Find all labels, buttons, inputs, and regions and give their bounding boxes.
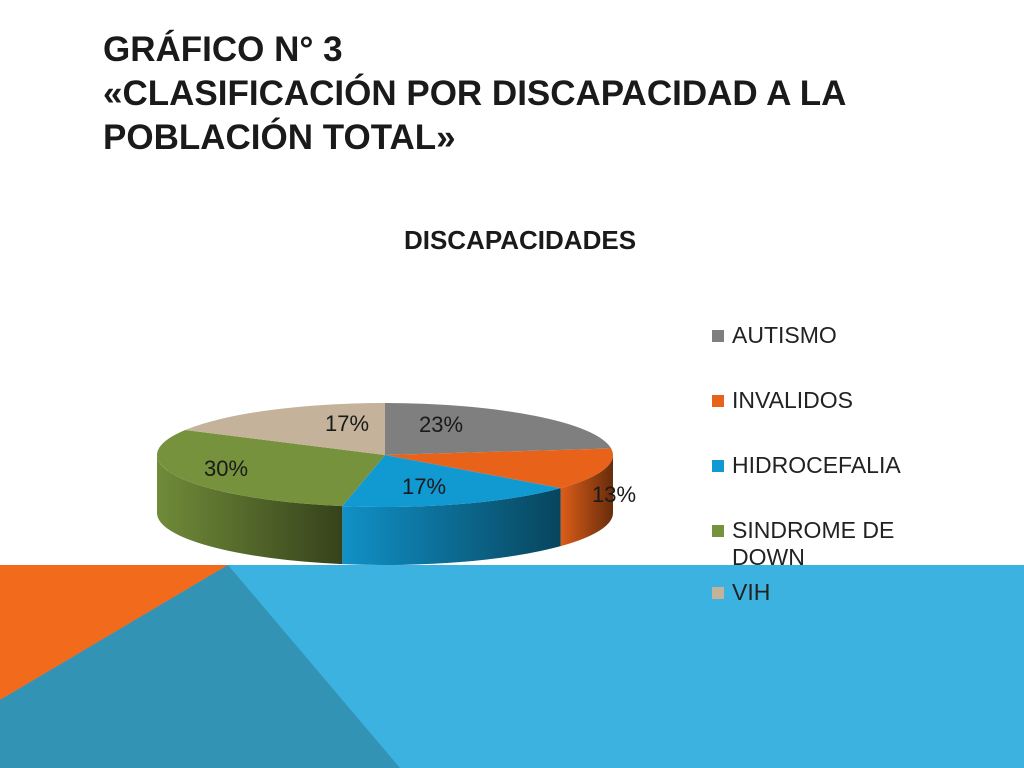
- data-label-vih: 17%: [325, 411, 369, 436]
- slide-title: GRÁFICO N° 3 «CLASIFICACIÓN POR DISCAPAC…: [103, 28, 1003, 160]
- legend-item-invalidos: INVALIDOS: [712, 387, 972, 414]
- data-label-hidrocefalia: 17%: [402, 474, 446, 499]
- pie-slice-hidrocefalia: [342, 455, 561, 508]
- chart-legend: AUTISMO INVALIDOS HIDROCEFALIA SINDROME …: [712, 322, 972, 606]
- pie-side-hidrocefalia: [342, 488, 561, 565]
- pie-side-sindrome-de-down: [157, 455, 343, 565]
- legend-item-vih: VIH: [712, 579, 972, 606]
- data-label-invalidos: 13%: [592, 482, 636, 507]
- legend-swatch-sindrome-de-down: [712, 525, 724, 537]
- chart-title: DISCAPACIDADES: [403, 225, 637, 255]
- pie-slice-autismo: [385, 403, 612, 455]
- legend-swatch-autismo: [712, 330, 724, 342]
- legend-swatch-hidrocefalia: [712, 460, 724, 472]
- legend-label-invalidos: INVALIDOS: [732, 387, 853, 413]
- legend-label-autismo: AUTISMO: [732, 322, 837, 348]
- legend-label-sindrome-de-down: SINDROME DE DOWN: [732, 517, 895, 570]
- legend-label-vih: VIH: [732, 579, 771, 605]
- data-label-autismo: 23%: [419, 412, 463, 437]
- slide-title-line-3: POBLACIÓN TOTAL»: [103, 118, 456, 157]
- pie-slice-invalidos: [385, 448, 613, 489]
- background-dark-blue-triangle: [0, 565, 400, 768]
- legend-item-autismo: AUTISMO: [712, 322, 972, 349]
- legend-label-hidrocefalia: HIDROCEFALIA: [732, 452, 901, 478]
- pie-slice-vih: [185, 403, 385, 455]
- legend-item-hidrocefalia: HIDROCEFALIA: [712, 452, 972, 479]
- pie-side-invalidos: [560, 455, 613, 547]
- slide-title-line-1: GRÁFICO N° 3: [103, 30, 343, 69]
- data-label-sindrome-de-down: 30%: [204, 456, 248, 481]
- legend-swatch-invalidos: [712, 395, 724, 407]
- legend-item-sindrome-de-down: SINDROME DE DOWN: [712, 517, 932, 571]
- legend-swatch-vih: [712, 587, 724, 599]
- pie-slice-sindrome-de-down: [157, 429, 385, 507]
- slide-title-line-2: «CLASIFICACIÓN POR DISCAPACIDAD A LA: [103, 74, 847, 113]
